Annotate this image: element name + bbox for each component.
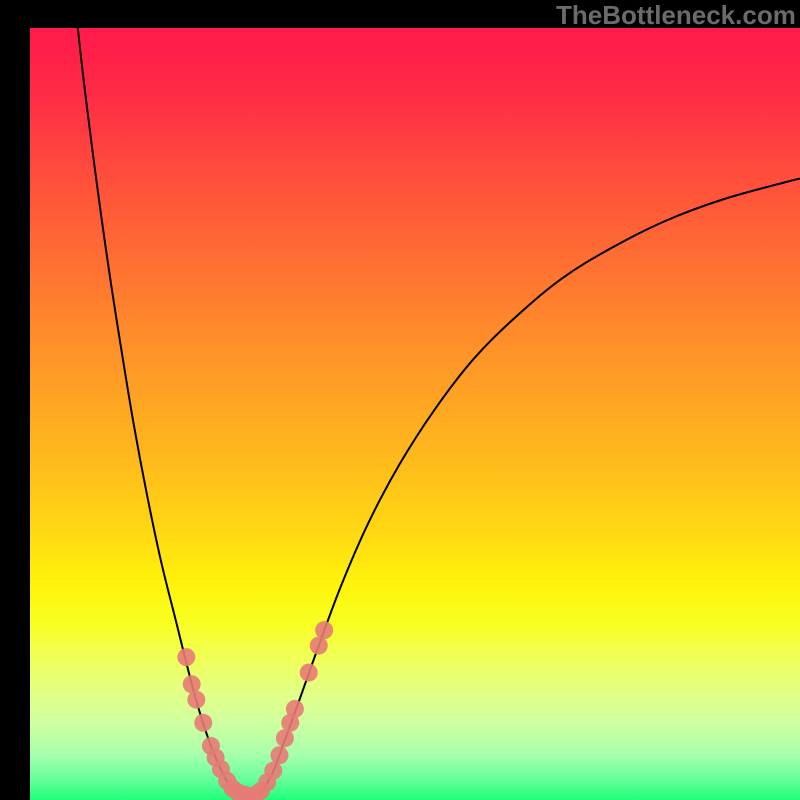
data-dot [177,648,195,666]
chart-svg [30,28,800,800]
data-dots-group [177,621,333,800]
plot-area [30,28,800,800]
watermark-text: TheBottleneck.com [556,0,796,31]
data-dot [270,746,288,764]
data-dot [300,664,318,682]
data-dot [194,714,212,732]
data-dot [276,729,294,747]
data-dot [264,762,282,780]
chart-frame: TheBottleneck.com [0,0,800,800]
left-curve-line [78,28,252,798]
data-dot [286,700,304,718]
data-dot [187,691,205,709]
right-curve-line [252,179,800,799]
data-dot [183,675,201,693]
data-dot [310,637,328,655]
data-dot [315,621,333,639]
